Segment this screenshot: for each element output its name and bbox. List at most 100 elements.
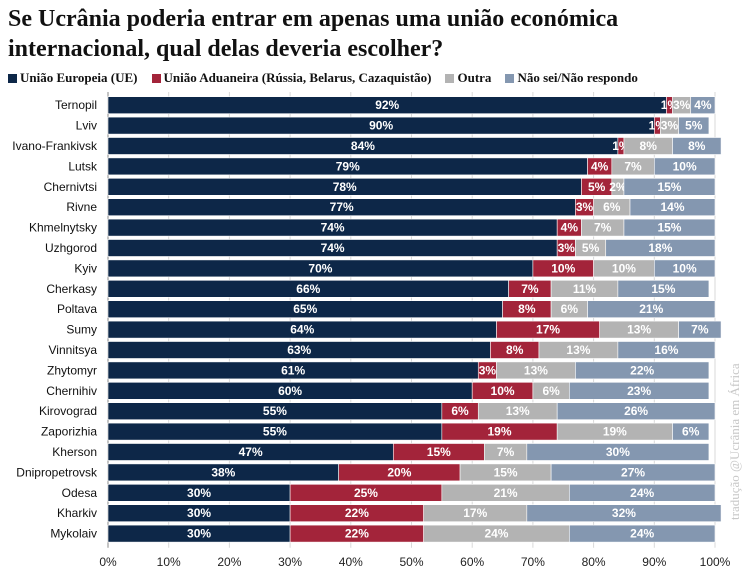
data-label: 13%	[524, 363, 548, 377]
x-tick-label: 60%	[460, 555, 484, 569]
data-label: 7%	[497, 445, 515, 459]
legend-label: União Europeia (UE)	[20, 70, 138, 85]
data-label: 8%	[640, 139, 658, 153]
data-label: 90%	[369, 119, 393, 133]
bar-segment	[526, 504, 722, 523]
data-label: 22%	[345, 527, 369, 541]
data-label: 15%	[657, 180, 681, 194]
category-label: Ternopil	[55, 98, 97, 112]
data-label: 7%	[691, 323, 709, 337]
bar-segment	[623, 218, 716, 237]
data-label: 6%	[451, 404, 469, 418]
data-label: 74%	[321, 221, 345, 235]
data-label: 10%	[491, 384, 515, 398]
bar-segment	[678, 320, 722, 339]
data-label: 22%	[630, 363, 654, 377]
data-label: 22%	[345, 506, 369, 520]
data-label: 78%	[333, 180, 357, 194]
stacked-bar-chart: 0% 10% 20% 30% 40% 50% 60% 70% 80% 90% 100% Ternopi…	[12, 92, 731, 569]
data-label: 20%	[387, 465, 411, 479]
bar-segment	[605, 239, 716, 257]
category-label: Zaporizhia	[41, 425, 97, 439]
x-tick-label: 40%	[339, 555, 363, 569]
bar-segment	[550, 463, 716, 482]
data-label: 32%	[612, 506, 636, 520]
legend-item: União Europeia (UE)	[8, 70, 138, 86]
bar-segment	[672, 422, 710, 441]
x-tick-label: 90%	[642, 555, 666, 569]
legend-item: Outra	[445, 70, 491, 86]
bar-segment	[617, 341, 716, 359]
legend-item: Não sei/Não respondo	[505, 70, 638, 86]
data-label: 10%	[673, 261, 697, 275]
data-label: 19%	[603, 425, 627, 439]
category-label: Zhytomyr	[47, 363, 97, 377]
data-label: 38%	[211, 465, 235, 479]
data-label: 19%	[487, 425, 511, 439]
category-label: Khmelnytsky	[29, 221, 97, 235]
data-label: 8%	[688, 139, 706, 153]
data-label: 6%	[561, 302, 579, 316]
data-label: 4%	[561, 221, 579, 235]
x-tick-label: 70%	[521, 555, 545, 569]
category-label: Mykolaiv	[50, 527, 97, 541]
data-label: 2%	[609, 180, 627, 194]
category-label: Cherkasy	[46, 282, 97, 296]
credit-watermark: tradução @Ucrânia em África	[727, 363, 742, 520]
data-label: 14%	[660, 200, 684, 214]
data-label: 55%	[263, 425, 287, 439]
bar-segment	[617, 280, 710, 298]
data-label: 5%	[685, 119, 703, 133]
data-label: 15%	[494, 465, 518, 479]
data-label: 7%	[594, 221, 612, 235]
data-label: 17%	[463, 506, 487, 520]
data-label: 30%	[606, 445, 630, 459]
data-label: 15%	[427, 445, 451, 459]
data-label: 10%	[612, 261, 636, 275]
data-label: 15%	[657, 221, 681, 235]
data-label: 3%	[558, 241, 576, 255]
category-label: Lviv	[76, 119, 97, 133]
category-label: Sumy	[66, 323, 97, 337]
chart-title: Se Ucrânia poderia entrar em apenas uma …	[8, 6, 619, 62]
data-label: 4%	[591, 159, 609, 173]
category-label: Chernivtsi	[44, 180, 97, 194]
data-label: 26%	[624, 404, 648, 418]
bar-segment	[569, 381, 710, 400]
x-tick-label: 30%	[278, 555, 302, 569]
data-label: 30%	[187, 506, 211, 520]
category-label: Dnipropetrovsk	[16, 465, 98, 479]
data-label: 66%	[296, 282, 320, 296]
bar-segment	[569, 524, 716, 543]
data-label: 74%	[321, 241, 345, 255]
category-label: Uzhgorod	[45, 241, 97, 255]
data-label: 61%	[281, 363, 305, 377]
data-label: 63%	[287, 343, 311, 357]
data-label: 5%	[588, 180, 606, 194]
category-label: Vinnitsya	[49, 343, 98, 357]
data-label: 18%	[648, 241, 672, 255]
data-label: 6%	[682, 425, 700, 439]
data-label: 47%	[239, 445, 263, 459]
data-label: 13%	[566, 343, 590, 357]
data-label: 84%	[351, 139, 375, 153]
data-label: 30%	[187, 486, 211, 500]
data-label: 23%	[627, 384, 651, 398]
data-label: 64%	[290, 323, 314, 337]
data-label: 70%	[308, 261, 332, 275]
category-label: Odesa	[62, 486, 98, 500]
data-label: 30%	[187, 527, 211, 541]
legend-swatch	[8, 73, 17, 83]
data-label: 17%	[536, 323, 560, 337]
data-label: 8%	[518, 302, 536, 316]
data-label: 3%	[673, 98, 691, 112]
data-label: 10%	[551, 261, 575, 275]
bar-segment	[575, 361, 710, 380]
legend-swatch	[505, 73, 515, 83]
category-label: Kherson	[52, 445, 97, 459]
legend-item: União Aduaneira (Rússia, Belarus, Cazaqu…	[151, 70, 431, 86]
x-tick-label: 10%	[157, 555, 181, 569]
data-label: 92%	[375, 98, 399, 112]
x-tick-label: 20%	[217, 555, 241, 569]
category-label: Kirovograd	[39, 404, 97, 418]
